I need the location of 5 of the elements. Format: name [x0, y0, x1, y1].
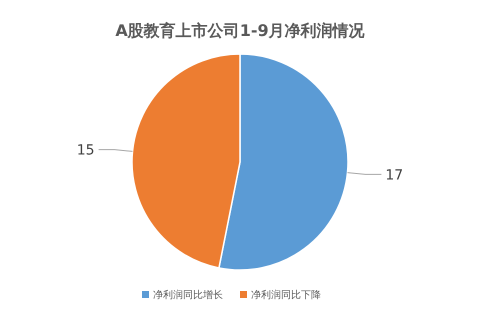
legend-label: 净利润同比下降: [251, 289, 321, 301]
data-label: 15: [76, 142, 95, 159]
data-label: 17: [385, 167, 404, 184]
legend-label: 净利润同比增长: [153, 289, 223, 301]
chart-title: A股教育上市公司1-9月净利润情况: [115, 21, 366, 40]
